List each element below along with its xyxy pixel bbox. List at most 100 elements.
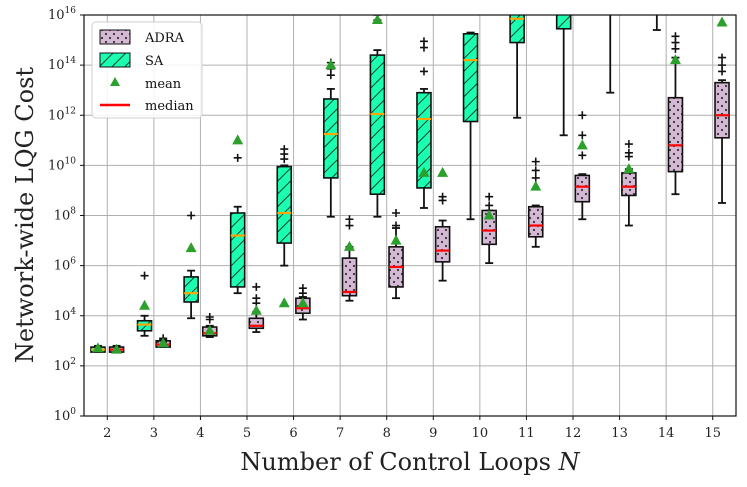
adra-box-group	[248, 282, 265, 333]
sa-outlier	[187, 211, 196, 220]
x-tick-label: 14	[658, 426, 675, 441]
legend: ADRA SA mean median	[91, 21, 203, 119]
adra-mean-marker	[390, 234, 402, 245]
x-tick-label: 10	[472, 426, 489, 441]
legend-sa-label: SA	[145, 54, 164, 69]
adra-mean-marker	[623, 163, 635, 174]
adra-outlier	[531, 166, 540, 175]
sa-box	[276, 165, 293, 244]
sa-box-group	[276, 145, 293, 308]
x-tick-label: 4	[196, 426, 204, 441]
x-tick-label: 11	[518, 426, 535, 441]
x-tick-label: 13	[611, 426, 628, 441]
y-axis-title: Network-wide LQG Cost	[11, 67, 39, 364]
sa-mean-marker	[325, 59, 337, 70]
adra-outlier	[624, 148, 633, 157]
adra-box-group	[667, 32, 684, 196]
adra-box-group	[714, 16, 730, 204]
adra-box-group	[621, 140, 637, 227]
sa-box-group	[416, 37, 432, 209]
adra-box	[574, 174, 591, 203]
adra-box	[341, 257, 358, 297]
sa-mean-marker	[92, 342, 104, 353]
adra-box-group	[481, 192, 497, 265]
adra-outlier	[205, 313, 214, 322]
adra-mean-marker	[669, 54, 681, 65]
sa-outlier	[233, 153, 242, 162]
sa-outlier	[140, 271, 149, 280]
adra-outlier	[578, 151, 587, 160]
y-tick-label: 104	[54, 307, 77, 324]
adra-outlier	[671, 32, 680, 41]
adra-outlier	[531, 173, 540, 182]
adra-mean-marker	[297, 297, 309, 308]
sa-box	[462, 32, 479, 123]
adra-box-group	[341, 215, 358, 302]
boxes	[90, 15, 730, 354]
adra-mean-marker	[250, 304, 262, 315]
adra-mean-marker	[343, 240, 355, 251]
sa-mean-marker	[371, 15, 383, 25]
legend-mean-marker	[110, 77, 120, 86]
sa-box	[136, 319, 153, 332]
y-tick-label: 1010	[48, 156, 76, 173]
sa-box-group	[183, 211, 199, 320]
y-axis-ticks: 100 102 104 106 108 1010 1012 1014 1016	[48, 6, 84, 424]
adra-box-group	[201, 313, 218, 338]
y-tick-label: 106	[54, 257, 77, 274]
legend-sa-swatch	[99, 52, 131, 68]
adra-outlier	[531, 157, 540, 166]
sa-mean-marker	[139, 299, 151, 310]
y-tick-label: 102	[54, 357, 76, 374]
sa-box-group	[136, 271, 153, 337]
x-tick-label: 15	[704, 426, 721, 441]
adra-mean-marker	[716, 16, 728, 27]
x-tick-label: 7	[336, 426, 344, 441]
adra-outlier	[252, 294, 261, 303]
adra-outlier	[252, 282, 261, 291]
adra-mean-marker	[111, 343, 123, 354]
sa-mean-marker	[278, 297, 290, 308]
adra-box-group	[388, 208, 404, 300]
adra-box-group	[574, 111, 591, 221]
adra-outlier	[485, 192, 494, 201]
adra-box	[248, 317, 265, 330]
sa-box-group	[90, 342, 106, 353]
legend-adra-label: ADRA	[144, 31, 185, 46]
sa-box	[323, 98, 339, 179]
adra-box-group	[527, 157, 544, 248]
x-tick-label: 12	[565, 426, 582, 441]
adra-outlier	[438, 192, 447, 201]
x-axis-ticks: 2 3 4 5 6 7 8 9 10 11 12 13 14 15	[103, 416, 721, 441]
sa-box	[509, 15, 525, 44]
legend-mean-label: mean	[145, 77, 182, 92]
adra-outlier	[298, 284, 307, 293]
x-tick-label: 6	[289, 426, 297, 441]
adra-outlier	[718, 61, 727, 70]
x-axis-title: Number of Control Loops N	[240, 448, 580, 476]
adra-box-group	[108, 343, 125, 354]
sa-box	[229, 212, 246, 288]
y-tick-label: 1016	[48, 6, 76, 23]
x-tick-label: 9	[429, 426, 437, 441]
adra-mean-marker	[204, 324, 216, 335]
sa-box-group	[462, 31, 479, 221]
sa-outlier	[419, 67, 428, 76]
adra-mean-marker	[483, 209, 495, 220]
adra-box-group	[295, 284, 311, 321]
adra-mean-marker	[437, 166, 449, 177]
y-tick-label: 1012	[48, 106, 76, 123]
x-tick-label: 5	[243, 426, 251, 441]
sa-box	[555, 15, 572, 30]
sa-box	[183, 276, 199, 303]
sa-box-group	[606, 15, 615, 94]
x-axis-title-text: Number of Control Loops	[240, 448, 551, 476]
adra-outlier	[345, 215, 354, 224]
sa-mean-marker	[232, 134, 244, 145]
sa-box-group	[652, 15, 661, 31]
adra-box	[667, 96, 684, 173]
adra-outlier	[485, 201, 494, 210]
sa-box	[369, 54, 386, 195]
sa-outlier	[419, 37, 428, 46]
